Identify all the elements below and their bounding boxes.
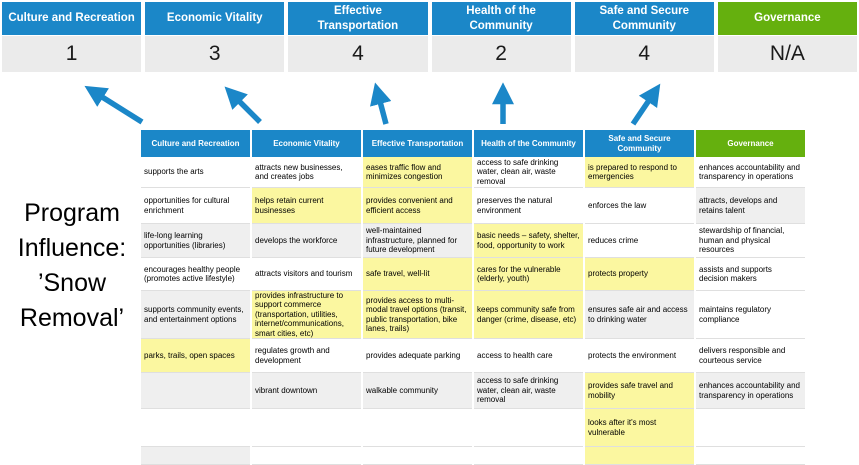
matrix-cell: enforces the law [585,188,694,224]
matrix-cell: cares for the vulnerable (elderly, youth… [474,258,583,291]
program-influence-label: Program Influence: ’Snow Removal’ [17,199,127,332]
matrix-header-safe-secure: Safe and Secure Community [585,130,694,157]
matrix-cell: provides adequate parking [363,339,472,373]
matrix-cell: protects the environment [585,339,694,373]
matrix-cell: encourages healthy people (promotes acti… [141,258,250,291]
matrix-cell: attracts visitors and tourism [252,258,361,291]
matrix-cell: attracts, develops and retains talent [696,188,805,224]
score-value: 3 [145,36,285,72]
matrix-cell [696,447,805,465]
matrix-header-economic-vitality: Economic Vitality [252,130,361,157]
priorities-matrix: Culture and Recreation Economic Vitality… [141,130,805,465]
score-value: 1 [2,36,142,72]
up-arrow-icon [370,82,392,125]
matrix-header-health-community: Health of the Community [474,130,583,157]
matrix-cell: access to safe drinking water, clean air… [474,373,583,409]
matrix-cell: regulates growth and development [252,339,361,373]
matrix-cell: preserves the natural environment [474,188,583,224]
summary-header: Culture and Recreation [2,2,142,35]
matrix-cell: provides access to multi-modal travel op… [363,291,472,339]
matrix-cell [252,447,361,465]
summary-header: Governance [717,2,857,35]
matrix-cell: safe travel, well-lit [363,258,472,291]
matrix-cell: looks after it's most vulnerable [585,409,694,447]
up-arrow-icon [224,86,262,124]
matrix-cell [252,409,361,447]
up-arrow-icon [84,85,144,125]
matrix-cell: stewardship of financial, human and phys… [696,224,805,258]
matrix-cell: well-maintained infrastructure, planned … [363,224,472,258]
matrix-cell: supports community events, and entertain… [141,291,250,339]
matrix-cell: enhances accountability and transparency… [696,157,805,188]
matrix-cell [363,447,472,465]
matrix-cell [474,409,583,447]
matrix-cell: delivers responsible and courteous servi… [696,339,805,373]
score-value: 4 [288,36,428,72]
matrix-cell [141,409,250,447]
matrix-cell: provides safe travel and mobility [585,373,694,409]
summary-column-safe-secure: Safe and Secure Community 4 [574,2,714,72]
score-value: N/A [717,36,857,72]
summary-header: Safe and Secure Community [574,2,714,35]
matrix-cell: access to safe drinking water, clean air… [474,157,583,188]
summary-column-culture-recreation: Culture and Recreation 1 [2,2,142,72]
score-value: 2 [431,36,571,72]
matrix-cell: protects property [585,258,694,291]
matrix-header-row: Culture and Recreation Economic Vitality… [141,130,805,157]
matrix-cell: is prepared to respond to emergencies [585,157,694,188]
matrix-cell [141,447,250,465]
matrix-cell: attracts new businesses, and creates job… [252,157,361,188]
matrix-cell: access to health care [474,339,583,373]
matrix-cell: provides convenient and efficient access [363,188,472,224]
summary-band: Culture and Recreation 1 Economic Vitali… [2,2,857,72]
matrix-cell: supports the arts [141,157,250,188]
matrix-cell: maintains regulatory compliance [696,291,805,339]
matrix-cell [363,409,472,447]
matrix-cell: opportunities for cultural enrichment [141,188,250,224]
arrows-layer [84,82,661,126]
matrix-cell [585,447,694,465]
matrix-header-culture-recreation: Culture and Recreation [141,130,250,157]
matrix-cell: develops the workforce [252,224,361,258]
summary-header: Effective Transportation [288,2,428,35]
score-value: 4 [574,36,714,72]
matrix-header-effective-transportation: Effective Transportation [363,130,472,157]
matrix-body: supports the arts attracts new businesse… [141,157,805,465]
matrix-cell: basic needs – safety, shelter, food, opp… [474,224,583,258]
matrix-cell: helps retain current businesses [252,188,361,224]
matrix-cell: reduces crime [585,224,694,258]
summary-column-effective-transportation: Effective Transportation 4 [288,2,428,72]
matrix-cell: walkable community [363,373,472,409]
matrix-cell [696,409,805,447]
matrix-cell: life-long learning opportunities (librar… [141,224,250,258]
matrix-cell: parks, trails, open spaces [141,339,250,373]
matrix-cell: ensures safe air and access to drinking … [585,291,694,339]
matrix-cell: vibrant downtown [252,373,361,409]
summary-header: Economic Vitality [145,2,285,35]
matrix-cell: enhances accountability and transparency… [696,373,805,409]
up-arrow-icon [630,83,661,126]
matrix-cell: assists and supports decision makers [696,258,805,291]
matrix-cell [141,373,250,409]
summary-column-health-community: Health of the Community 2 [431,2,571,72]
summary-column-governance: Governance N/A [717,2,857,72]
matrix-cell: keeps community safe from danger (crime,… [474,291,583,339]
matrix-cell: provides infrastructure to support comme… [252,291,361,339]
matrix-header-governance: Governance [696,130,805,157]
summary-column-economic-vitality: Economic Vitality 3 [145,2,285,72]
summary-header: Health of the Community [431,2,571,35]
matrix-cell: eases traffic flow and minimizes congest… [363,157,472,188]
matrix-cell [474,447,583,465]
